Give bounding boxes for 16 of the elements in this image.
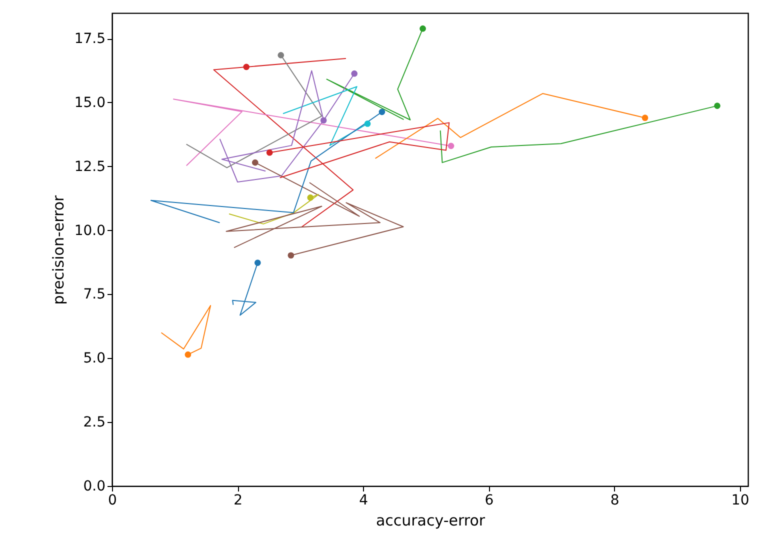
y-tick-label: 17.5: [74, 31, 106, 48]
y-tick-label: 15.0: [74, 94, 106, 111]
y-tick-label: 10.0: [74, 222, 106, 239]
y-tick-label: 0.0: [83, 478, 106, 494]
y-axis-title: precision-error: [49, 194, 68, 305]
x-tick-label: 2: [234, 492, 243, 508]
x-tick-label: 0: [108, 492, 117, 508]
x-tick-label: 10: [731, 492, 750, 508]
x-axis-title: accuracy-error: [376, 512, 486, 530]
x-tick-label: 6: [484, 492, 494, 508]
y-tick-label: 5.0: [83, 350, 106, 367]
y-tick-label: 7.5: [83, 286, 106, 303]
y-tick-label: 12.5: [74, 158, 106, 175]
y-tick-label: 2.5: [83, 414, 106, 431]
x-tick-label: 8: [610, 492, 620, 508]
x-tick-label: 4: [359, 492, 368, 508]
